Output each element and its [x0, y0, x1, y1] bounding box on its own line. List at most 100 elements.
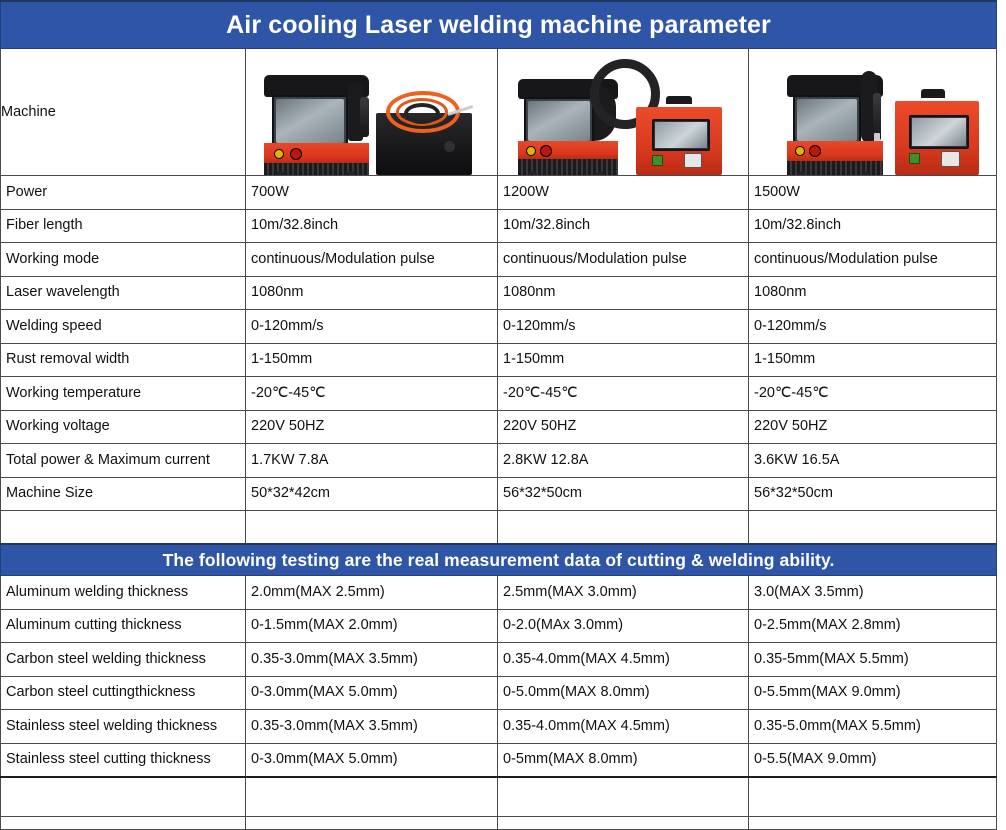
row-value-col1 — [245, 776, 498, 817]
row-value-col2: 0.35-4.0mm(MAX 4.5mm) — [497, 709, 749, 744]
machine-image-cell-1 — [245, 48, 498, 176]
table-row: Working temperature -20℃-45℃ -20℃-45℃ -20℃-… — [0, 376, 998, 411]
row-value-col3: 3.6KW 16.5A — [747, 443, 998, 478]
row-value-col1: 0.35-3.0mm(MAX 3.5mm) — [245, 642, 498, 677]
row-value-col2: 2.8KW 12.8A — [497, 443, 749, 478]
table-row: Rust removal width 1-150mm 1-150mm 1-150mm — [0, 342, 998, 377]
row-value-col3: 0.35-5.0mm(MAX 5.5mm) — [747, 709, 998, 744]
row-label: Working temperature — [0, 376, 246, 411]
table-row: Stainless steel cutting thickness 0-3.0mm… — [0, 742, 998, 778]
row-value-col1: 0-1.5mm(MAX 2.0mm) — [245, 608, 498, 643]
row-value-col3: continuous/Modulation pulse — [747, 242, 998, 277]
row-label: Stainless steel cutting thickness — [0, 742, 246, 778]
row-value-col3: 0-5.5mm(MAX 9.0mm) — [747, 675, 998, 710]
row-value-col3: 1500W — [747, 175, 998, 210]
row-value-col3 — [747, 776, 998, 817]
row-value-col2: 56*32*50cm — [497, 476, 749, 511]
row-label: Working mode — [0, 242, 246, 277]
row-label: Fiber length — [0, 208, 246, 243]
row-value-col1: 50*32*42cm — [245, 476, 498, 511]
row-label: Rust removal width — [0, 342, 246, 377]
row-value-col2 — [497, 510, 749, 545]
row-value-col3: 10m/32.8inch — [747, 208, 998, 243]
welder-1200w-photo — [499, 50, 748, 175]
row-value-col2: 0-2.0(MAx 3.0mm) — [497, 608, 749, 643]
row-value-col3: 1-150mm — [747, 342, 998, 377]
row-value-col2: 0-5mm(MAX 8.0mm) — [497, 742, 749, 778]
row-value-col1: 0.35-3.0mm(MAX 3.5mm) — [245, 709, 498, 744]
row-value-col1: 0-3.0mm(MAX 5.0mm) — [245, 675, 498, 710]
table-row: Machine Size 50*32*42cm 56*32*50cm 56*32*50… — [0, 476, 998, 511]
row-value-col2: -20℃-45℃ — [497, 376, 749, 411]
row-label: Carbon steel cuttingthickness — [0, 675, 246, 710]
row-value-col2: continuous/Modulation pulse — [497, 242, 749, 277]
row-label: Total power & Maximum current — [0, 443, 246, 478]
table-row: Fiber length 10m/32.8inch 10m/32.8inch 10m/… — [0, 208, 998, 243]
machine-image-cell-2 — [497, 48, 749, 176]
row-value-col3: 0-2.5mm(MAX 2.8mm) — [747, 608, 998, 643]
row-value-col2: 1200W — [497, 175, 749, 210]
table-row: Carbon steel cuttingthickness 0-3.0mm(MAX… — [0, 675, 998, 710]
row-value-col3: 220V 50HZ — [747, 409, 998, 444]
row-value-col2 — [497, 776, 749, 817]
row-value-col3: -20℃-45℃ — [747, 376, 998, 411]
table-row: Laser wavelength 1080nm 1080nm 1080nm — [0, 275, 998, 310]
row-value-col3: 3.0(MAX 3.5mm) — [747, 575, 998, 610]
row-value-col1: 2.0mm(MAX 2.5mm) — [245, 575, 498, 610]
row-value-col3 — [747, 510, 998, 545]
table-row: Welding speed 0-120mm/s 0-120mm/s 0-120mm/s — [0, 309, 998, 344]
machine-image-cell-3 — [747, 48, 998, 176]
page-title: Air cooling Laser welding machine parame… — [0, 0, 998, 49]
table-row: Total power & Maximum current 1.7KW 7.8A 2… — [0, 443, 998, 478]
row-label: Stainless steel welding thickness — [0, 709, 246, 744]
table-row: Working mode continuous/Modulation pulse c… — [0, 242, 998, 277]
table-row: Carbon steel welding thickness 0.35-3.0mm… — [0, 642, 998, 677]
row-label — [0, 776, 246, 817]
row-value-col1: continuous/Modulation pulse — [245, 242, 498, 277]
row-value-col3 — [747, 816, 998, 830]
row-value-col3: 56*32*50cm — [747, 476, 998, 511]
row-value-col1: -20℃-45℃ — [245, 376, 498, 411]
subtitle-banner-row: The following testing are the real measu… — [0, 543, 998, 576]
row-value-col2: 1080nm — [497, 275, 749, 310]
table-row: Aluminum cutting thickness 0-1.5mm(MAX 2.… — [0, 608, 998, 643]
row-value-col2: 0-5.0mm(MAX 8.0mm) — [497, 675, 749, 710]
row-value-col1 — [245, 816, 498, 830]
row-value-col1: 10m/32.8inch — [245, 208, 498, 243]
row-label: Working voltage — [0, 409, 246, 444]
row-value-col3: 0-5.5(MAX 9.0mm) — [747, 742, 998, 778]
row-value-col3: 0.35-5mm(MAX 5.5mm) — [747, 642, 998, 677]
table-row: Aluminum welding thickness 2.0mm(MAX 2.5m… — [0, 575, 998, 610]
row-label: Laser wavelength — [0, 275, 246, 310]
row-value-col3: 0-120mm/s — [747, 309, 998, 344]
row-label: Carbon steel welding thickness — [0, 642, 246, 677]
table-row — [0, 816, 998, 830]
welder-700w-photo — [247, 50, 497, 175]
table-row: Stainless steel welding thickness 0.35-3.… — [0, 709, 998, 744]
table-row: Working voltage 220V 50HZ 220V 50HZ 220V 50… — [0, 409, 998, 444]
row-value-col2 — [497, 816, 749, 830]
machine-row-label: Machine — [0, 48, 246, 176]
row-label: Welding speed — [0, 309, 246, 344]
title-banner-row: Air cooling Laser welding machine parame… — [0, 0, 998, 49]
row-value-col2: 0-120mm/s — [497, 309, 749, 344]
row-value-col1: 0-3.0mm(MAX 5.0mm) — [245, 742, 498, 778]
row-label — [0, 510, 246, 545]
row-label — [0, 816, 246, 830]
row-value-col2: 10m/32.8inch — [497, 208, 749, 243]
row-value-col2: 0.35-4.0mm(MAX 4.5mm) — [497, 642, 749, 677]
row-value-col1: 1.7KW 7.8A — [245, 443, 498, 478]
table-row: Power 700W 1200W 1500W — [0, 175, 998, 210]
row-value-col1: 220V 50HZ — [245, 409, 498, 444]
row-label: Aluminum welding thickness — [0, 575, 246, 610]
table-row — [0, 510, 998, 545]
row-value-col2: 2.5mm(MAX 3.0mm) — [497, 575, 749, 610]
row-label: Power — [0, 175, 246, 210]
welder-1500w-photo — [750, 50, 996, 175]
subtitle-text: The following testing are the real measu… — [0, 543, 998, 576]
row-value-col2: 220V 50HZ — [497, 409, 749, 444]
row-value-col1 — [245, 510, 498, 545]
row-value-col1: 1080nm — [245, 275, 498, 310]
